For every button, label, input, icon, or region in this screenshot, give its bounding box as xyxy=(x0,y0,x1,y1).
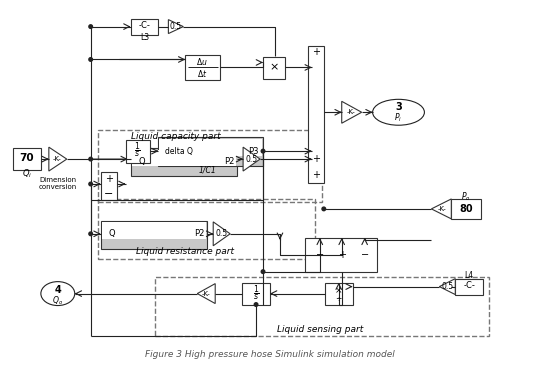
Bar xyxy=(98,199,315,259)
Bar xyxy=(185,55,220,80)
Circle shape xyxy=(254,303,258,306)
Circle shape xyxy=(89,25,93,28)
Text: Liquid sensing part: Liquid sensing part xyxy=(277,325,363,334)
Polygon shape xyxy=(168,19,183,33)
Text: Figure 3 High pressure hose Simulink simulation model: Figure 3 High pressure hose Simulink sim… xyxy=(145,350,395,359)
Text: $\frac{1}{s}$: $\frac{1}{s}$ xyxy=(134,141,141,161)
Text: -K-: -K- xyxy=(52,156,61,162)
Text: $\Delta t$: $\Delta t$ xyxy=(197,68,208,79)
Bar xyxy=(308,46,324,183)
Text: Dimension
conversion: Dimension conversion xyxy=(39,177,77,190)
Text: $Q_o$: $Q_o$ xyxy=(52,294,63,307)
Text: L4: L4 xyxy=(465,271,474,280)
Text: ×: × xyxy=(335,286,342,295)
Bar xyxy=(455,279,483,295)
Text: 0.5: 0.5 xyxy=(441,282,453,291)
Text: -C-: -C- xyxy=(464,281,475,290)
Bar xyxy=(155,277,489,337)
Polygon shape xyxy=(197,284,215,304)
Polygon shape xyxy=(213,222,230,246)
Bar xyxy=(451,199,481,219)
Text: Q: Q xyxy=(139,157,145,166)
Text: 1/C1: 1/C1 xyxy=(198,166,216,175)
Polygon shape xyxy=(342,101,362,123)
Text: -K-: -K- xyxy=(347,109,355,115)
Text: $\Delta u$: $\Delta u$ xyxy=(196,56,208,67)
Text: 0.5: 0.5 xyxy=(169,22,182,31)
Text: −: − xyxy=(316,250,324,260)
Circle shape xyxy=(89,157,93,161)
Circle shape xyxy=(261,149,265,153)
Text: +: + xyxy=(105,174,113,184)
Text: 0.5: 0.5 xyxy=(245,155,257,164)
Circle shape xyxy=(89,58,93,61)
Bar xyxy=(305,238,377,272)
Text: ÷: ÷ xyxy=(336,294,342,303)
Bar xyxy=(98,130,322,202)
Polygon shape xyxy=(49,147,67,171)
Bar xyxy=(126,140,150,163)
Text: $P_o$: $P_o$ xyxy=(461,191,471,203)
Text: +: + xyxy=(338,250,345,260)
Ellipse shape xyxy=(41,281,75,306)
Bar xyxy=(263,58,285,79)
Circle shape xyxy=(89,182,93,186)
Bar xyxy=(132,149,236,166)
Text: -K-: -K- xyxy=(202,291,211,297)
Polygon shape xyxy=(439,279,455,295)
Text: Liquid capacity part: Liquid capacity part xyxy=(130,132,220,141)
Text: L3: L3 xyxy=(140,33,149,42)
Polygon shape xyxy=(431,199,451,219)
Circle shape xyxy=(322,207,326,211)
Text: 4: 4 xyxy=(54,284,61,295)
Bar xyxy=(130,19,158,34)
Text: delta Q: delta Q xyxy=(165,147,194,156)
Text: Q: Q xyxy=(109,229,115,238)
Circle shape xyxy=(89,232,93,236)
Bar xyxy=(325,283,353,305)
Text: −: − xyxy=(361,250,369,260)
Text: Liquid resistance part: Liquid resistance part xyxy=(136,247,234,256)
Bar xyxy=(160,139,262,156)
Text: +: + xyxy=(312,170,320,180)
Text: +: + xyxy=(312,154,320,164)
Text: -K-: -K- xyxy=(438,206,447,212)
Bar xyxy=(242,283,270,305)
Text: −: − xyxy=(104,189,113,199)
Bar xyxy=(102,222,206,239)
Bar xyxy=(158,137,263,166)
Text: P3: P3 xyxy=(248,147,259,156)
Text: P2: P2 xyxy=(194,229,204,238)
Text: 3: 3 xyxy=(395,102,402,112)
Text: P2: P2 xyxy=(224,157,234,166)
Text: +: + xyxy=(312,47,320,57)
Polygon shape xyxy=(243,147,260,171)
Text: 0.5: 0.5 xyxy=(215,229,227,238)
Bar xyxy=(101,221,207,249)
Text: $\frac{1}{s}$: $\frac{1}{s}$ xyxy=(253,284,259,304)
Text: 80: 80 xyxy=(459,204,473,214)
Text: -C-: -C- xyxy=(139,21,150,30)
Text: ×: × xyxy=(270,62,279,72)
Bar xyxy=(130,148,237,176)
Ellipse shape xyxy=(372,99,424,125)
Text: $Q_i$: $Q_i$ xyxy=(22,168,32,180)
Text: 70: 70 xyxy=(19,153,34,163)
Text: $P_i$: $P_i$ xyxy=(395,111,403,124)
Circle shape xyxy=(261,270,265,273)
Bar xyxy=(13,148,41,170)
Bar xyxy=(101,172,116,200)
